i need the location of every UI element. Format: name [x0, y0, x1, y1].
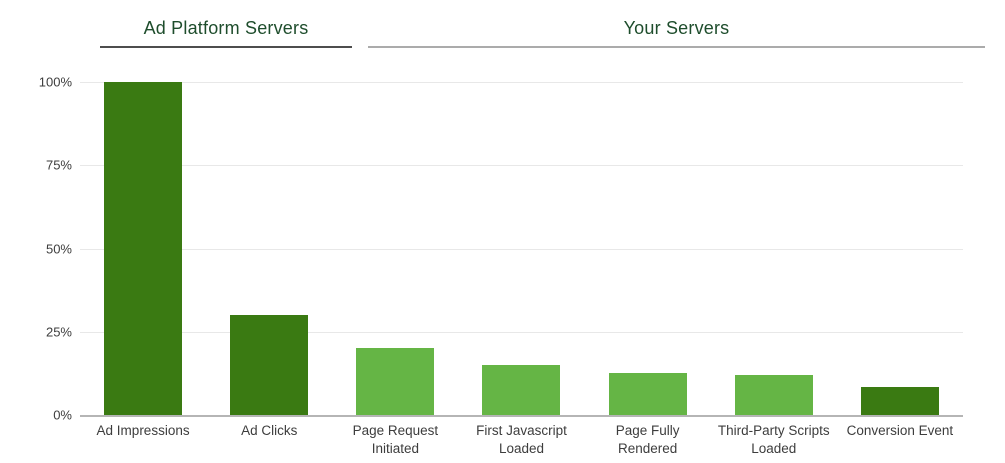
gridline-75% [80, 165, 963, 167]
bar-page-fully-rendered [608, 373, 687, 415]
bar-series [80, 82, 963, 415]
x-axis-label-third-party-scripts-loaded: Third-Party Scripts Loaded [717, 423, 830, 456]
x-label-slot: Conversion Event [837, 422, 963, 458]
bar-slot [206, 82, 332, 415]
x-axis-label-page-request-initiated: Page Request Initiated [352, 423, 439, 456]
x-axis-label-ad-clicks: Ad Clicks [241, 423, 298, 438]
x-axis-label-page-fully-rendered: Page Fully Rendered [615, 423, 680, 456]
x-axis-baseline [80, 415, 963, 417]
bar-conversion-event [860, 386, 939, 415]
bar-third-party-scripts-loaded [734, 375, 813, 415]
y-tick-label-50%: 50% [45, 241, 72, 256]
bar-first-javascript-loaded [482, 365, 561, 415]
x-axis-category-labels: Ad Impressions Ad Clicks Page Request Init… [80, 422, 963, 458]
x-label-slot: Ad Clicks [206, 422, 332, 458]
bar-ad-impressions [104, 82, 183, 415]
plot-area [80, 82, 963, 417]
y-tick-label-100%: 100% [38, 74, 72, 90]
gridline-50% [80, 248, 963, 250]
x-label-slot: First Javascript Loaded [458, 422, 584, 458]
y-tick-label-0%: 0% [53, 407, 72, 423]
y-tick-label-25%: 25% [45, 324, 72, 340]
x-label-slot: Page Fully Rendered [585, 422, 711, 458]
bar-ad-clicks [230, 315, 309, 415]
x-label-slot: Ad Impressions [80, 422, 206, 458]
bar-page-request-initiated [356, 348, 435, 415]
gridline-100% [80, 82, 963, 83]
x-axis-label-first-javascript-loaded: First Javascript Loaded [476, 423, 567, 456]
x-axis-label-ad-impressions: Ad Impressions [96, 423, 190, 438]
gridline-25% [80, 331, 963, 333]
bar-slot [80, 82, 206, 415]
group-header-ad-platform-servers: Ad Platform Servers [100, 14, 352, 48]
group-header-your-servers: Your Servers [368, 14, 985, 48]
bar-slot [585, 82, 711, 415]
bar-slot [332, 82, 458, 415]
y-axis-tick-labels: 0% 25% 50% 75% 100% [0, 75, 72, 423]
bar-slot [711, 82, 837, 415]
bar-slot [837, 82, 963, 415]
x-label-slot: Page Request Initiated [332, 422, 458, 458]
y-tick-label-75%: 75% [45, 157, 72, 173]
x-label-slot: Third-Party Scripts Loaded [711, 422, 837, 458]
bar-slot [458, 82, 584, 415]
x-axis-label-conversion-event: Conversion Event [846, 423, 954, 438]
